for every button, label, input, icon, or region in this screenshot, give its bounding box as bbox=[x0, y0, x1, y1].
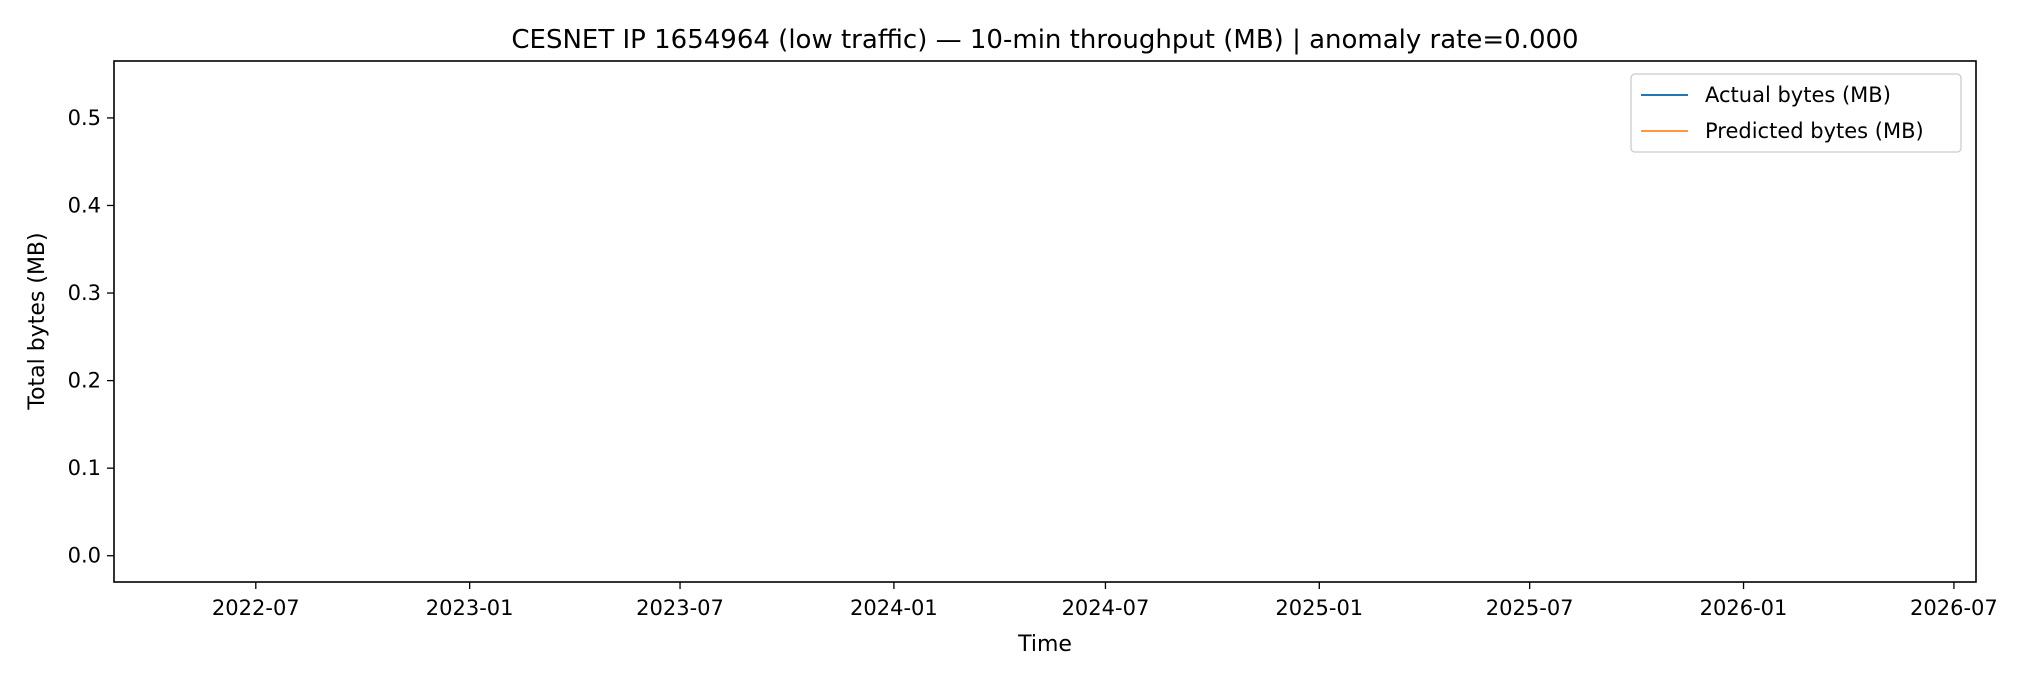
y-tick-label: 0.5 bbox=[68, 106, 101, 130]
x-tick-label: 2025-01 bbox=[1275, 596, 1363, 620]
x-tick-label: 2023-01 bbox=[426, 596, 514, 620]
y-tick-label: 0.1 bbox=[68, 456, 101, 480]
x-tick-label: 2022-07 bbox=[212, 596, 300, 620]
x-tick-label: 2025-07 bbox=[1486, 596, 1574, 620]
y-axis-label: Total bytes (MB) bbox=[25, 232, 50, 410]
y-tick-label: 0.2 bbox=[68, 369, 101, 393]
legend-box bbox=[1630, 73, 1962, 153]
y-tick-label: 0.0 bbox=[68, 544, 101, 568]
x-axis-label: Time bbox=[1017, 632, 1072, 657]
legend-label-predicted: Predicted bytes (MB) bbox=[1705, 119, 1924, 143]
x-tick-label: 2026-07 bbox=[1910, 596, 1998, 620]
legend-label-actual: Actual bytes (MB) bbox=[1705, 83, 1891, 107]
y-tick-label: 0.3 bbox=[68, 281, 101, 305]
x-tick-label: 2024-01 bbox=[850, 596, 938, 620]
x-tick-label: 2026-01 bbox=[1700, 596, 1788, 620]
plot-frame bbox=[113, 60, 1977, 583]
legend: Actual bytes (MB) Predicted bytes (MB) bbox=[1630, 73, 1962, 153]
x-tick-label: 2024-07 bbox=[1062, 596, 1150, 620]
chart-title: CESNET IP 1654964 (low traffic) — 10-min… bbox=[511, 25, 1578, 55]
y-tick-label: 0.4 bbox=[68, 193, 101, 217]
x-tick-label: 2023-07 bbox=[636, 596, 724, 620]
ticks-layer: 2022-07 2023-01 2023-07 2024-01 2024-07 2025-… bbox=[68, 106, 1998, 620]
